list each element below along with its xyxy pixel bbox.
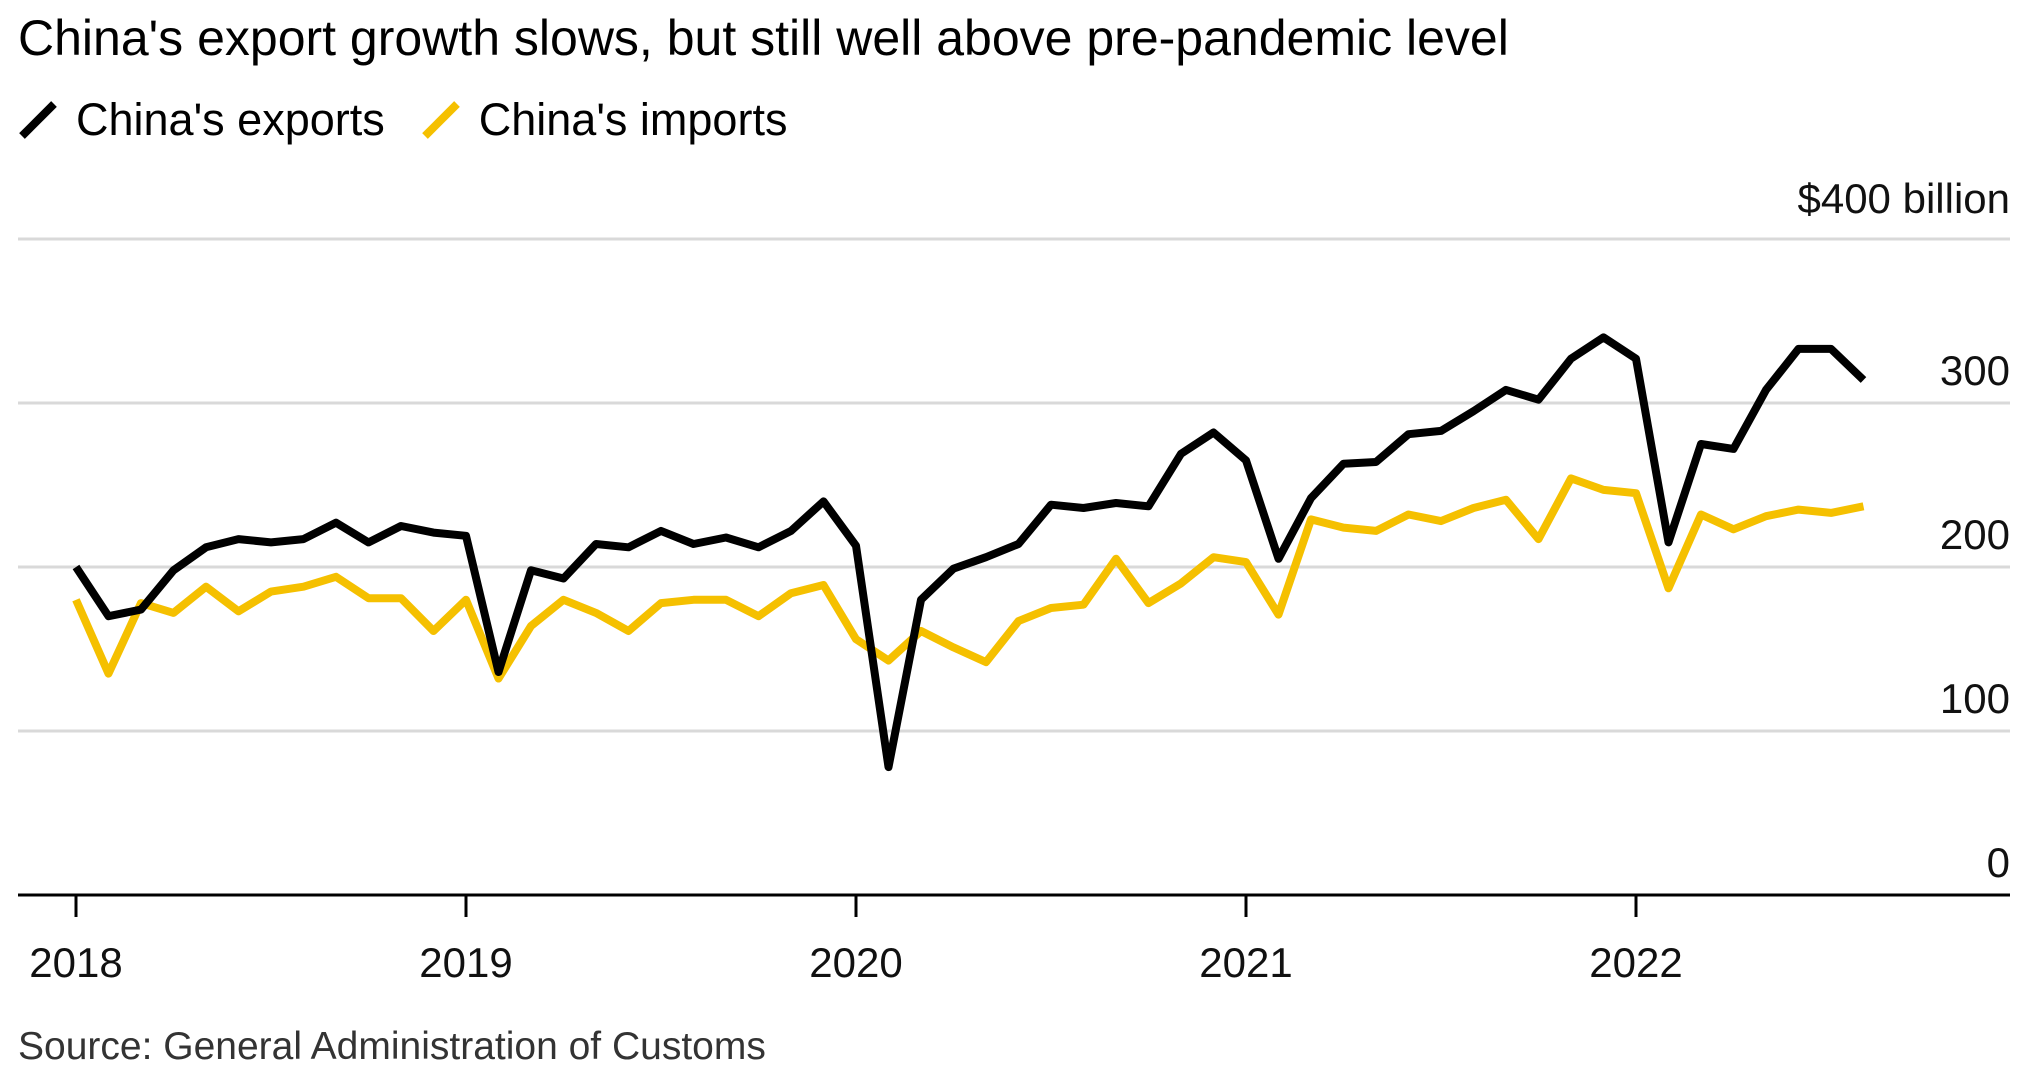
y-tick-label-400: $400 billion bbox=[1797, 175, 2010, 222]
y-tick-label-300: 300 bbox=[1940, 347, 2010, 394]
x-tick-label-2019: 2019 bbox=[419, 939, 512, 986]
line-chart: 0 100 200 300 $400 billion 2018 2019 2020 2021 20… bbox=[0, 0, 2032, 1079]
x-tick-label-2018: 2018 bbox=[29, 939, 122, 986]
series-line-imports bbox=[76, 478, 1864, 678]
x-tick-label-2022: 2022 bbox=[1589, 939, 1682, 986]
y-tick-label-200: 200 bbox=[1940, 511, 2010, 558]
source-note: Source: General Administration of Custom… bbox=[18, 1025, 766, 1069]
x-tick-label-2020: 2020 bbox=[809, 939, 902, 986]
y-tick-label-100: 100 bbox=[1940, 675, 2010, 722]
x-tick-label-2021: 2021 bbox=[1199, 939, 1292, 986]
y-tick-label-0: 0 bbox=[1987, 839, 2010, 886]
